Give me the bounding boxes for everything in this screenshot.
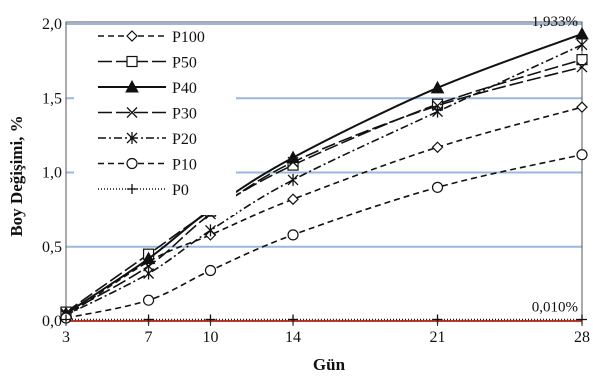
legend-marker-p40 xyxy=(125,79,139,93)
legend-marker-p50 xyxy=(126,55,138,68)
data-point-p50 xyxy=(576,54,588,66)
legend-item-p100: P100 xyxy=(98,29,205,46)
legend-box xyxy=(74,27,236,215)
data-point-p10 xyxy=(431,181,444,193)
legend-label-p0: P0 xyxy=(172,182,189,199)
series-layer xyxy=(59,26,589,325)
y-tick-label: 0,0 xyxy=(42,313,62,330)
legend-item-p0: P0 xyxy=(98,182,189,199)
legend-marker-p30 xyxy=(126,107,138,118)
annotations: 1,933% 0,010% xyxy=(532,14,578,316)
annotation-label: 1,933% xyxy=(532,14,578,30)
series-p10 xyxy=(60,149,588,324)
data-point-p20 xyxy=(576,38,588,51)
x-tick-label: 28 xyxy=(574,329,590,346)
data-point-p100 xyxy=(431,141,444,154)
y-tick-label: 1,5 xyxy=(42,90,62,107)
data-point-p20 xyxy=(205,224,216,237)
data-point-p30 xyxy=(576,61,588,73)
legend-label-p10: P10 xyxy=(172,157,197,174)
legend-item-p50: P50 xyxy=(98,55,197,72)
series-line-p100 xyxy=(65,106,583,318)
annotation-label: 0,010% xyxy=(532,300,578,316)
legend: P100 P50 P40 P30 P20 P10 P0 xyxy=(74,27,236,215)
x-tick-label: 7 xyxy=(145,329,153,346)
x-axis-label: Gün xyxy=(313,355,346,374)
legend-marker-p20 xyxy=(126,132,138,144)
data-point-p20 xyxy=(287,173,299,186)
y-tick-label: 1,0 xyxy=(42,165,62,182)
series-line-p20 xyxy=(65,44,583,316)
x-axis-ticks: 3 7 10 14 21 28 xyxy=(62,321,590,346)
x-tick-label: 14 xyxy=(285,329,301,346)
data-point-p40 xyxy=(141,251,156,265)
legend-marker-p100 xyxy=(126,30,138,42)
legend-label-p20: P20 xyxy=(172,131,197,148)
data-point-p100 xyxy=(576,101,588,114)
legend-label-p40: P40 xyxy=(172,80,197,97)
data-point-p40 xyxy=(430,80,445,94)
legend-marker-p10 xyxy=(126,157,138,170)
y-axis-label: Boy Değişimi, % xyxy=(7,115,26,236)
legend-label-p100: P100 xyxy=(172,29,205,46)
y-axis-ticks: 0,0 0,5 1,0 1,5 2,0 xyxy=(42,16,62,330)
data-point-p20 xyxy=(432,105,443,118)
data-point-p10 xyxy=(204,264,217,277)
data-point-p30 xyxy=(287,156,299,168)
data-point-p10 xyxy=(287,229,299,241)
y-tick-label: 2,0 xyxy=(42,16,62,33)
data-point-p10 xyxy=(576,149,588,161)
legend-item-p40: P40 xyxy=(98,79,197,97)
legend-label-p50: P50 xyxy=(172,55,197,72)
data-point-p100 xyxy=(287,193,299,206)
x-tick-label: 3 xyxy=(62,329,70,346)
data-point-p20 xyxy=(143,267,155,280)
legend-item-p30: P30 xyxy=(98,106,197,123)
data-point-p10 xyxy=(142,294,155,306)
legend-label-p30: P30 xyxy=(172,106,197,123)
legend-item-p10: P10 xyxy=(98,157,197,174)
legend-marker-p0 xyxy=(127,184,137,194)
legend-item-p20: P20 xyxy=(98,131,197,148)
series-line-p50 xyxy=(65,58,583,313)
y-tick-label: 0,5 xyxy=(42,239,62,256)
x-tick-label: 21 xyxy=(430,329,446,346)
x-tick-label: 10 xyxy=(202,329,218,346)
